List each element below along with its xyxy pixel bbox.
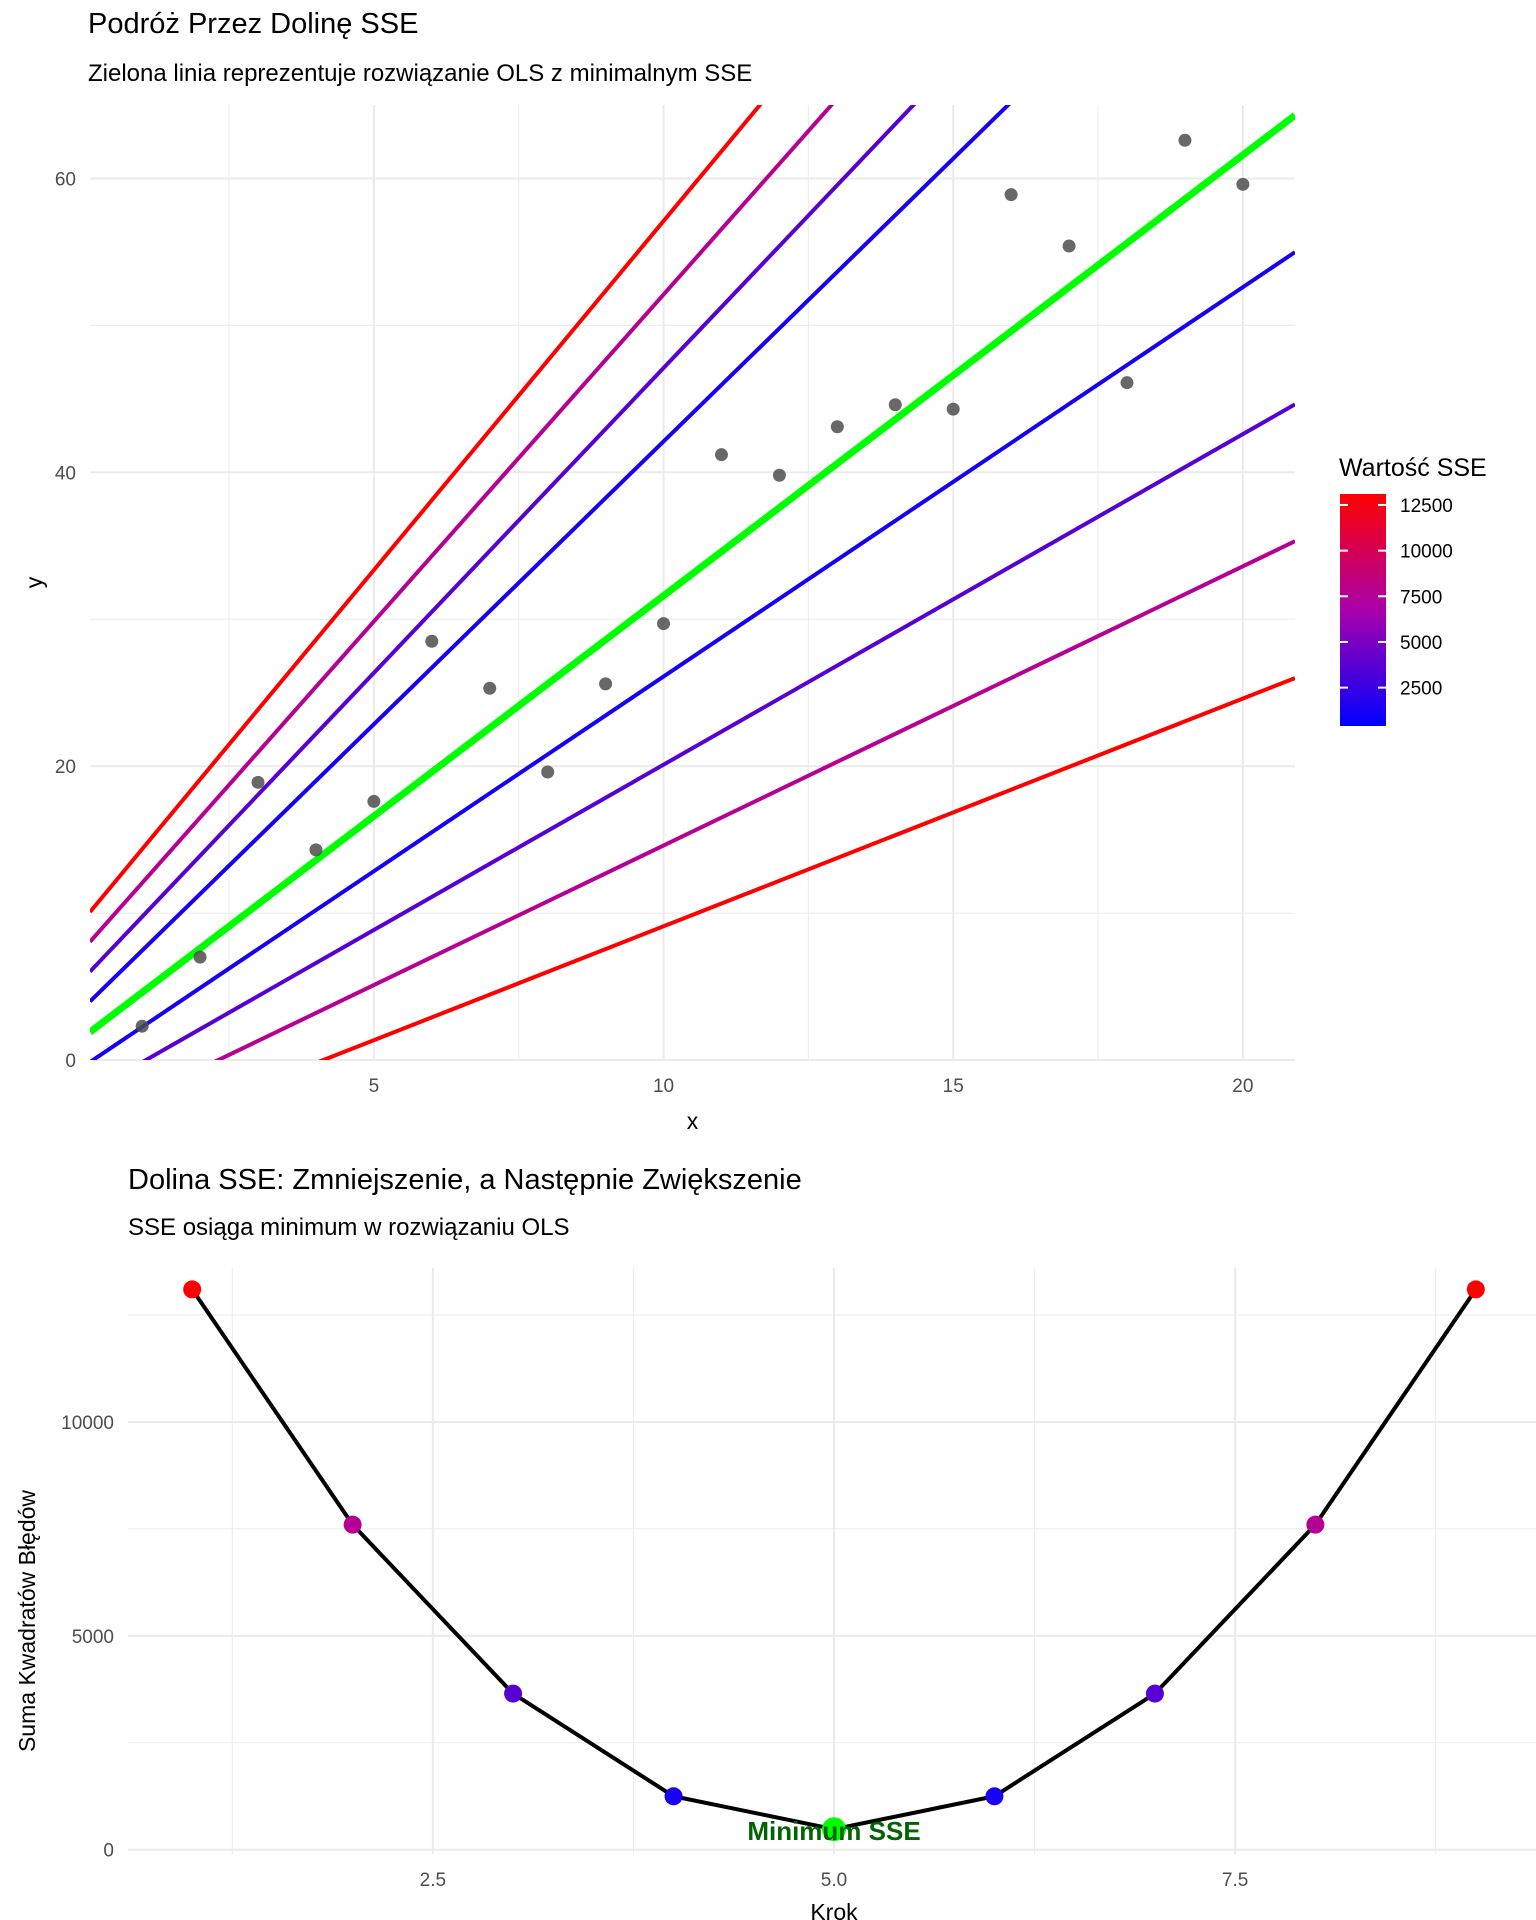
data-point [714,448,728,462]
legend-label: 7500 [1400,587,1442,608]
data-point [599,677,613,691]
data-point [1236,177,1250,191]
candidate-line [141,402,1295,1060]
data-point [946,402,960,416]
y-tick-label: 40 [55,463,76,484]
sse-point [1466,1280,1485,1299]
legend-title: Wartość SSE [1339,454,1487,482]
sse-point [1306,1515,1325,1534]
data-point [830,420,844,434]
x-tick-label: 20 [1232,1076,1253,1097]
data-point [483,681,497,695]
data-point [541,765,555,779]
minimum-point [822,1817,846,1842]
y-tick-label: 20 [55,757,76,778]
sse-point [343,1515,362,1534]
sse-legend: Wartość SSE 12500 10000 7500 5000 2500 [1339,454,1487,726]
regression-lines [90,105,1295,1060]
y-axis-title: y [21,576,47,588]
x-axis-title: x [687,1108,699,1134]
data-point [425,634,439,648]
sse-point [985,1787,1004,1806]
data-point [1062,239,1076,253]
sse-point [1145,1684,1164,1703]
x-tick-label: 5 [369,1076,380,1097]
top-chart-panel: 5 10 15 20 0 20 40 60 x y [21,105,1295,1134]
sse-point [664,1787,683,1806]
minimum-annotation: Minimum SSE [747,1816,920,1846]
y-axis-title: Suma Kwadratów Błędów [14,1490,40,1752]
y-tick-label: 5000 [72,1627,114,1648]
bottom-chart-subtitle: SSE osiąga minimum w rozwiązaniu OLS [128,1214,570,1241]
data-point [135,1019,149,1033]
y-tick-label: 60 [55,169,76,190]
sse-point [504,1684,523,1703]
x-tick-label: 5.0 [821,1870,847,1891]
y-tick-label: 10000 [61,1413,114,1434]
x-axis-title: Krok [810,1899,858,1920]
y-tick-label: 0 [103,1841,114,1862]
x-tick-label: 15 [943,1076,964,1097]
data-point [1178,133,1192,147]
x-tick-label: 7.5 [1222,1870,1248,1891]
data-point [888,398,902,412]
x-tick-label: 2.5 [420,1870,446,1891]
legend-label: 2500 [1400,679,1442,700]
sse-point [183,1280,202,1299]
ols-line [90,112,1295,1035]
data-point [657,617,671,631]
bottom-chart-title: Dolina SSE: Zmniejszenie, a Następnie Zw… [128,1164,802,1196]
data-point [1120,376,1134,390]
top-chart-subtitle: Zielona linia reprezentuje rozwiązanie O… [88,60,753,87]
data-point [367,794,381,808]
candidate-line [90,250,1295,1060]
y-tick-label: 0 [65,1051,76,1072]
legend-label: 10000 [1400,542,1453,563]
candidate-line [90,105,763,914]
candidate-line [90,105,835,944]
candidate-line [90,105,1011,1003]
legend-colorbar [1340,494,1386,726]
data-point [772,468,786,482]
data-point [193,950,207,964]
legend-label: 12500 [1400,496,1453,517]
candidate-line [213,539,1295,1060]
candidate-line [90,105,917,974]
legend-label: 5000 [1400,633,1442,654]
candidate-line [317,676,1295,1060]
data-point [1004,188,1018,202]
bottom-chart-panel: 2.5 5.0 7.5 0 5000 10000 Krok Suma Kwadratów Bł… [14,1268,1536,1920]
data-point [251,775,265,789]
x-tick-label: 10 [653,1076,674,1097]
top-chart-title: Podróż Przez Dolinę SSE [88,8,419,40]
data-point [309,843,323,857]
